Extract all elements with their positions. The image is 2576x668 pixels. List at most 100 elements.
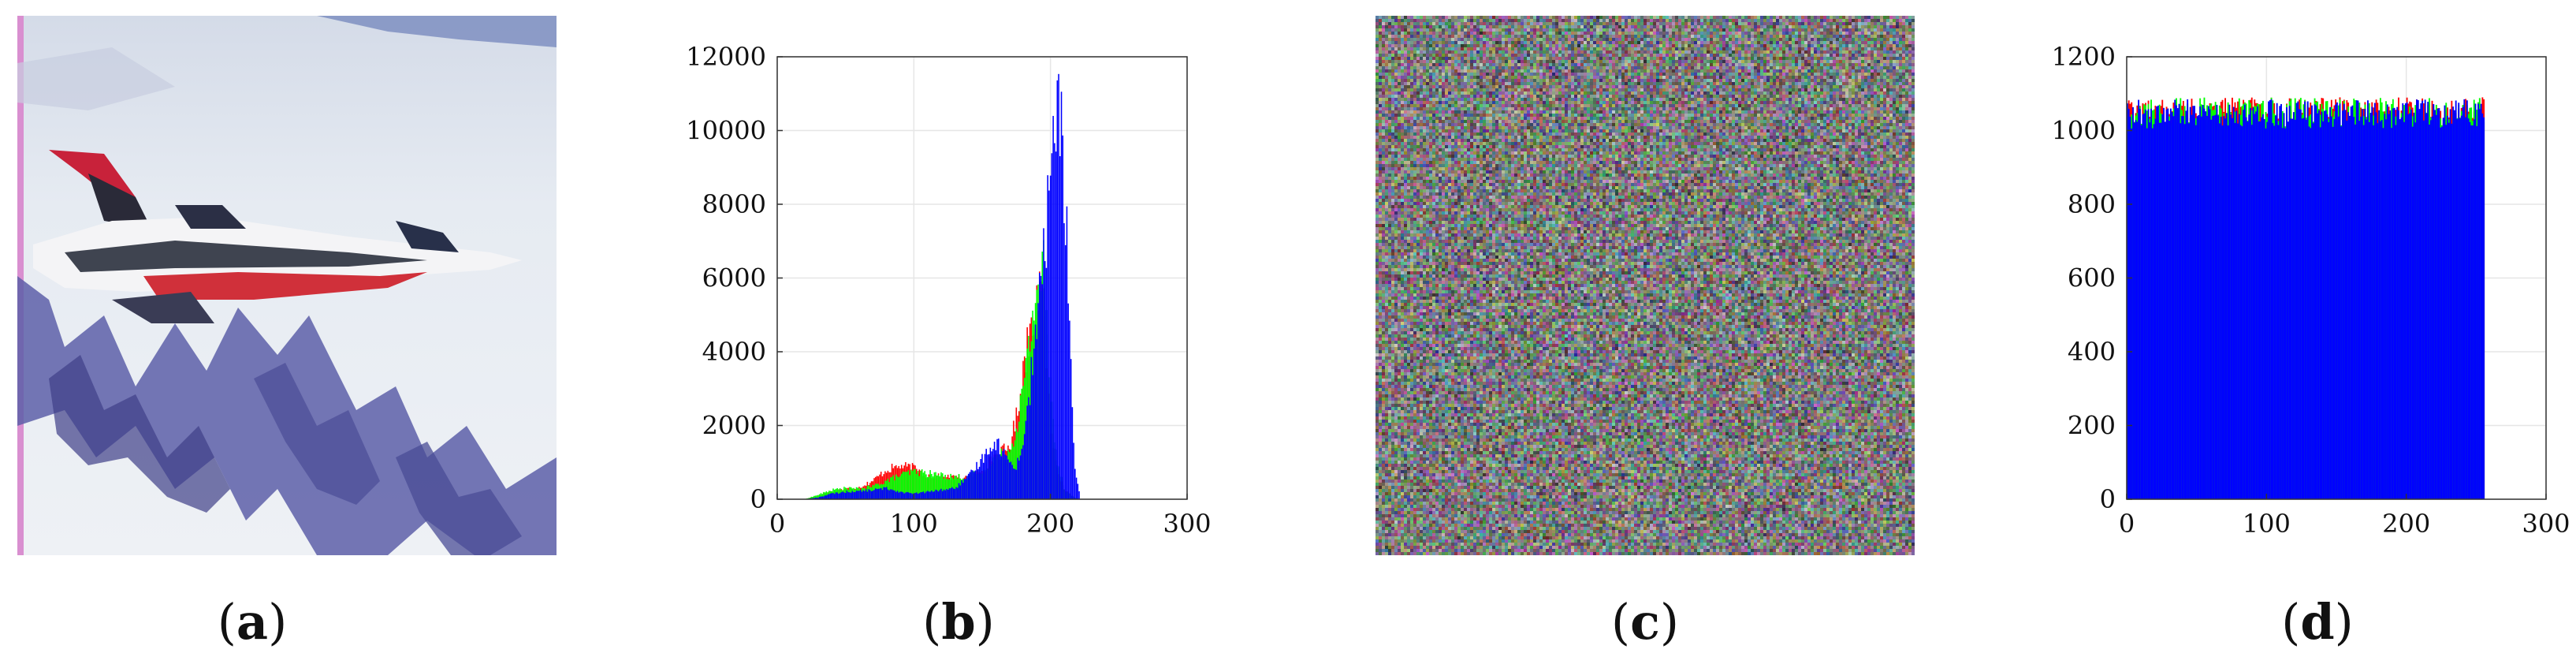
hist-d-bar-blue xyxy=(2276,103,2278,499)
hist-d-ytick-label: 400 xyxy=(2068,337,2116,367)
hist-d-bar-blue xyxy=(2196,116,2198,499)
hist-d-bar-blue xyxy=(2135,120,2137,499)
hist-b-bar-blue xyxy=(941,491,944,499)
hist-d-bar-blue xyxy=(2235,110,2238,499)
hist-b-bar-blue xyxy=(989,447,992,499)
hist-b-bar-blue xyxy=(870,491,873,499)
hist-d-bar-blue xyxy=(2163,107,2165,499)
hist-d-bar-blue xyxy=(2274,115,2276,499)
hist-b-bar-blue xyxy=(1054,143,1055,500)
hist-d-bar-blue xyxy=(2232,106,2235,499)
hist-b-bar-blue xyxy=(1055,151,1057,499)
hist-d-bar-blue xyxy=(2232,118,2233,499)
hist-d-bar-blue xyxy=(2332,126,2334,499)
hist-b-bar-blue xyxy=(951,487,953,499)
hist-d-xtick-label: 200 xyxy=(2382,509,2430,539)
hist-d-bar-blue xyxy=(2310,128,2312,500)
hist-d-bar-blue xyxy=(2132,106,2134,499)
hist-d-bar-blue xyxy=(2161,114,2164,499)
hist-b-bar-blue xyxy=(846,491,848,499)
hist-b-bar-green xyxy=(920,471,921,499)
hist-d-bar-blue xyxy=(2223,116,2225,499)
hist-b-bar-green xyxy=(922,472,925,499)
hist-d-bar-blue xyxy=(2167,108,2169,499)
hist-b-bar-green xyxy=(823,491,825,499)
hist-d-bar-blue xyxy=(2373,125,2374,499)
hist-d-bar-blue xyxy=(2194,125,2197,500)
hist-d-bar-blue xyxy=(2227,125,2229,499)
hist-d-bar-blue xyxy=(2348,115,2351,499)
hist-d-bar-blue xyxy=(2299,109,2302,499)
hist-b-bar-blue xyxy=(1003,449,1005,499)
hist-b-bar-blue xyxy=(1078,491,1080,499)
hist-d-bar-blue xyxy=(2388,114,2390,499)
hist-d-bar-blue xyxy=(2366,119,2368,499)
hist-b-bar-blue xyxy=(996,438,998,499)
hist-b-bar-blue xyxy=(952,488,955,499)
hist-b-bar-green xyxy=(887,478,889,499)
hist-b-bar-blue xyxy=(847,491,849,499)
hist-d-bar-blue xyxy=(2217,115,2220,499)
hist-b-ytick-label: 10000 xyxy=(686,116,766,146)
hist-b-bar-blue xyxy=(1064,244,1067,499)
hist-d-ytick-label: 1200 xyxy=(2052,42,2116,72)
hist-d-bar-blue xyxy=(2239,125,2242,499)
hist-d-bar-blue xyxy=(2353,117,2355,499)
hist-d-bar-blue xyxy=(2156,106,2158,499)
hist-d-bar-blue xyxy=(2325,110,2327,499)
hist-d-bar-blue xyxy=(2205,111,2207,499)
hist-b-bar-blue xyxy=(1060,91,1063,500)
hist-d-ytick-label: 0 xyxy=(2100,484,2116,514)
hist-b-bar-blue xyxy=(974,470,977,499)
hist-b-bar-green xyxy=(939,476,941,499)
hist-b-bar-blue xyxy=(898,492,900,499)
hist-d-bar-blue xyxy=(2382,128,2384,499)
hist-d-bar-blue xyxy=(2266,121,2269,499)
hist-b-xtick-label: 0 xyxy=(769,509,785,539)
hist-b-bar-blue xyxy=(816,498,818,499)
hist-b-bar-blue xyxy=(978,466,981,499)
hist-b-bar-blue xyxy=(1007,459,1009,499)
hist-d-bar-blue xyxy=(2407,114,2410,499)
hist-d-bar-blue xyxy=(2245,117,2247,499)
hist-d-bar-blue xyxy=(2127,108,2130,499)
hist-b-bar-blue xyxy=(944,490,946,499)
hist-b-bar-blue xyxy=(1026,405,1028,499)
hist-d-bar-blue xyxy=(2448,122,2450,499)
hist-b-bar-blue xyxy=(839,493,841,499)
hist-b-bar-blue xyxy=(1034,324,1037,499)
hist-d-bar-blue xyxy=(2378,110,2381,499)
hist-b-bar-green xyxy=(907,470,910,499)
hist-d-bar-blue xyxy=(2230,114,2232,499)
hist-b-bar-blue xyxy=(1074,468,1076,499)
hist-d-bar-blue xyxy=(2469,121,2471,500)
hist-b-bar-blue xyxy=(869,490,871,499)
histogram-b: 0 100 200 300 0 2000 4000 6000 8000 10000 12000 xyxy=(678,16,1230,568)
hist-b-bar-blue xyxy=(838,493,839,499)
hist-d-bar-blue xyxy=(2418,109,2421,499)
hist-b-bar-blue xyxy=(858,491,860,499)
hist-d-bar-blue xyxy=(2385,119,2387,499)
hist-d-bar-blue xyxy=(2269,99,2271,500)
hist-b-bar-blue xyxy=(1043,228,1044,499)
hist-b-bar-blue xyxy=(814,497,817,499)
hist-b-bar-blue xyxy=(866,491,869,499)
hist-b-bar-blue xyxy=(1006,455,1007,499)
hist-b-bar-green xyxy=(933,472,936,499)
encrypted-noise-image xyxy=(1375,16,1915,555)
hist-d-bar-blue xyxy=(2187,99,2189,499)
hist-b-bar-green xyxy=(910,469,912,499)
hist-d-bar-blue xyxy=(2172,116,2175,499)
hist-b-bar-green xyxy=(814,495,817,499)
hist-b-bar-blue xyxy=(962,482,964,499)
caption-d: (d) xyxy=(2239,593,2396,651)
hist-b-bar-blue xyxy=(832,493,834,499)
hist-d-bar-blue xyxy=(2411,126,2414,499)
hist-b-bar-green xyxy=(818,494,821,499)
hist-b-bar-blue xyxy=(984,453,986,499)
hist-d-bar-blue xyxy=(2317,110,2320,500)
hist-b-bar-blue xyxy=(892,490,895,499)
hist-b-bar-green xyxy=(1022,386,1024,499)
hist-b-bar-blue xyxy=(972,470,973,499)
hist-b-bar-blue xyxy=(828,494,830,499)
